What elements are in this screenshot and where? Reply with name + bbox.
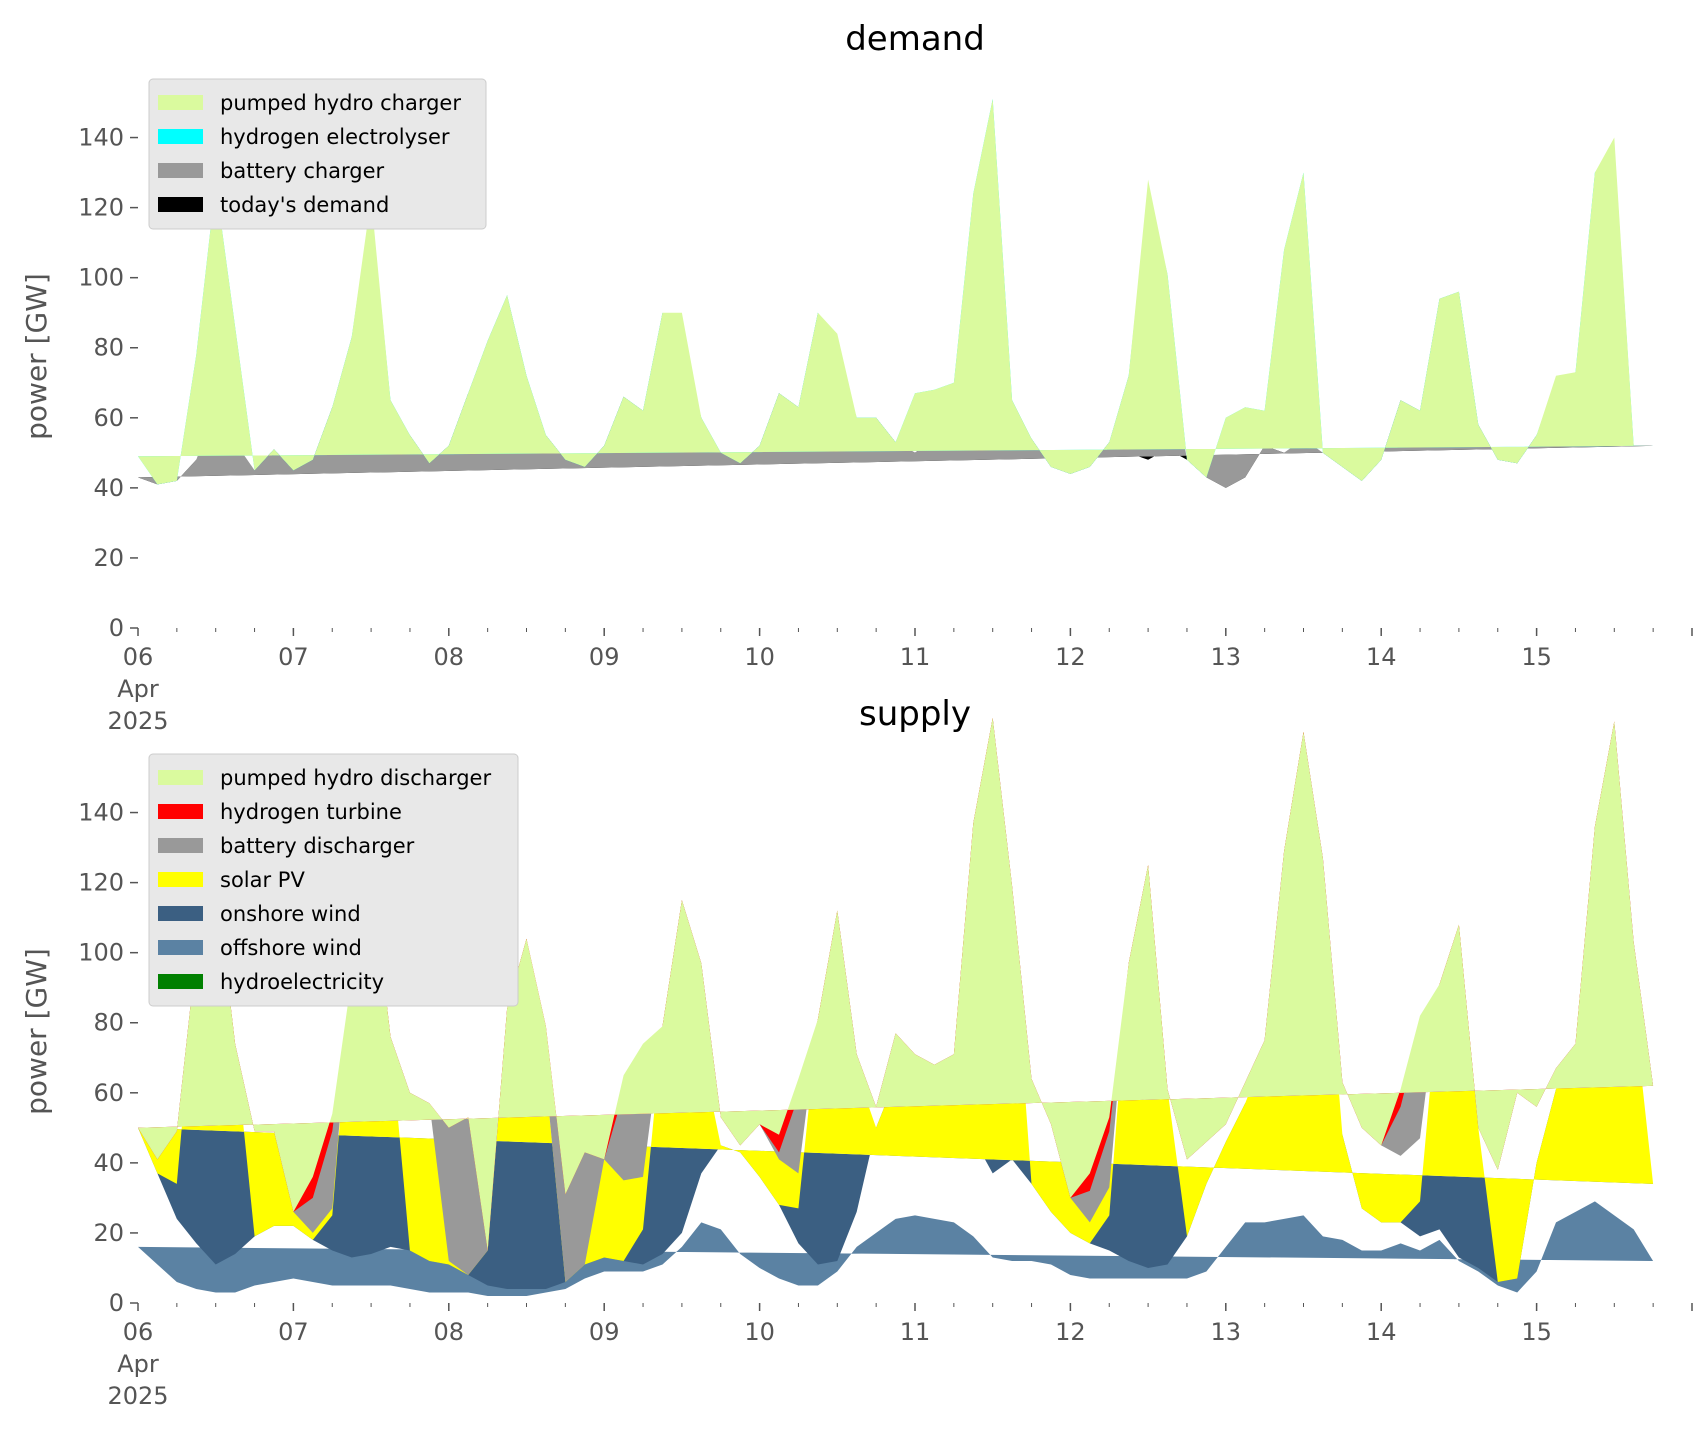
legend-label: hydrogen electrolyser <box>220 125 450 149</box>
x-tick-label: 12 <box>1055 643 1086 671</box>
x-axis: 06 Apr 2025 07 08 09 10 11 12 13 14 15 <box>107 1303 1693 1410</box>
x-axis: 06 Apr 2025 07 08 09 10 11 12 13 14 15 <box>107 628 1693 735</box>
x-tick-label: 13 <box>1211 1318 1242 1346</box>
legend-label: onshore wind <box>220 902 361 926</box>
y-tick-label: 120 <box>78 194 124 222</box>
x-tick-label: 14 <box>1366 643 1397 671</box>
legend-swatch <box>158 95 203 110</box>
legend-swatch <box>158 804 203 819</box>
legend-label: solar PV <box>220 868 305 892</box>
legend-label: hydroelectricity <box>220 970 384 994</box>
y-tick-label: 40 <box>93 474 124 502</box>
x-tick-label: 08 <box>434 643 465 671</box>
legend-swatch <box>158 940 203 955</box>
x-tick-label: 12 <box>1055 1318 1086 1346</box>
y-tick-label: 80 <box>93 1009 124 1037</box>
x-tick-label: 10 <box>744 1318 775 1346</box>
x-tick-label: 09 <box>589 643 620 671</box>
legend-swatch <box>158 872 203 887</box>
x-tick-label: 2025 <box>107 707 168 735</box>
chart-title: demand <box>845 19 985 59</box>
x-tick-label: 09 <box>589 1318 620 1346</box>
chart-panel-supply: supply 0 20 40 60 80 100 120 140 power [GW] 06 Apr 2… <box>20 694 1693 1410</box>
y-tick-label: 120 <box>78 869 124 897</box>
legend-swatch <box>158 197 203 212</box>
legend-swatch <box>158 163 203 178</box>
legend-label: pumped hydro charger <box>220 91 461 115</box>
y-tick-label: 60 <box>93 404 124 432</box>
x-tick-label: 2025 <box>107 1382 168 1410</box>
x-tick-label: 06 <box>123 643 154 671</box>
x-tick-label: 06 <box>123 1318 154 1346</box>
x-tick-label: 13 <box>1211 643 1242 671</box>
legend-swatch <box>158 906 203 921</box>
chart-title: supply <box>859 694 971 734</box>
y-tick-label: 140 <box>78 124 124 152</box>
y-tick-label: 100 <box>78 264 124 292</box>
legend-label: battery discharger <box>220 834 415 858</box>
legend-box <box>148 753 519 1007</box>
area-solar-pv <box>138 718 1654 1282</box>
y-axis-label: power [GW] <box>20 273 53 440</box>
legend-swatch <box>158 770 203 785</box>
legend: pumped hydro discharger hydrogen turbine b… <box>148 753 519 1007</box>
y-tick-label: 60 <box>93 1079 124 1107</box>
y-tick-label: 80 <box>93 334 124 362</box>
legend: pumped hydro charger hydrogen electrolyse… <box>148 78 487 230</box>
legend-label: battery charger <box>220 159 385 183</box>
area-pumped-hydro-charger <box>138 99 1654 485</box>
x-tick-label: 10 <box>744 643 775 671</box>
y-tick-label: 20 <box>93 544 124 572</box>
chart-panel-demand: demand 0 20 40 60 80 100 120 140 power [GW] 06 Apr 2… <box>20 19 1693 735</box>
x-tick-label: 07 <box>278 1318 309 1346</box>
x-tick-label: 07 <box>278 643 309 671</box>
y-tick-label: 0 <box>109 1289 124 1317</box>
legend-swatch <box>158 838 203 853</box>
x-tick-label: Apr <box>117 675 159 703</box>
y-tick-label: 0 <box>109 614 124 642</box>
y-axis: 0 20 40 60 80 100 120 140 power [GW] <box>20 124 138 642</box>
x-tick-label: 08 <box>434 1318 465 1346</box>
x-tick-label: 11 <box>900 643 931 671</box>
x-tick-label: Apr <box>117 1350 159 1378</box>
legend-swatch <box>158 129 203 144</box>
legend-label: offshore wind <box>220 936 362 960</box>
legend-box <box>148 78 487 230</box>
y-tick-label: 40 <box>93 1149 124 1177</box>
x-tick-label: 15 <box>1521 1318 1552 1346</box>
x-tick-label: 11 <box>900 1318 931 1346</box>
x-tick-label: 15 <box>1521 643 1552 671</box>
y-axis-label: power [GW] <box>20 948 53 1115</box>
y-axis: 0 20 40 60 80 100 120 140 power [GW] <box>20 799 138 1317</box>
x-tick-label: 14 <box>1366 1318 1397 1346</box>
y-tick-label: 100 <box>78 939 124 967</box>
y-tick-label: 140 <box>78 799 124 827</box>
y-tick-label: 20 <box>93 1219 124 1247</box>
legend-swatch <box>158 974 203 989</box>
legend-label: pumped hydro discharger <box>220 766 491 790</box>
legend-label: today's demand <box>220 193 389 217</box>
legend-label: hydrogen turbine <box>220 800 402 824</box>
